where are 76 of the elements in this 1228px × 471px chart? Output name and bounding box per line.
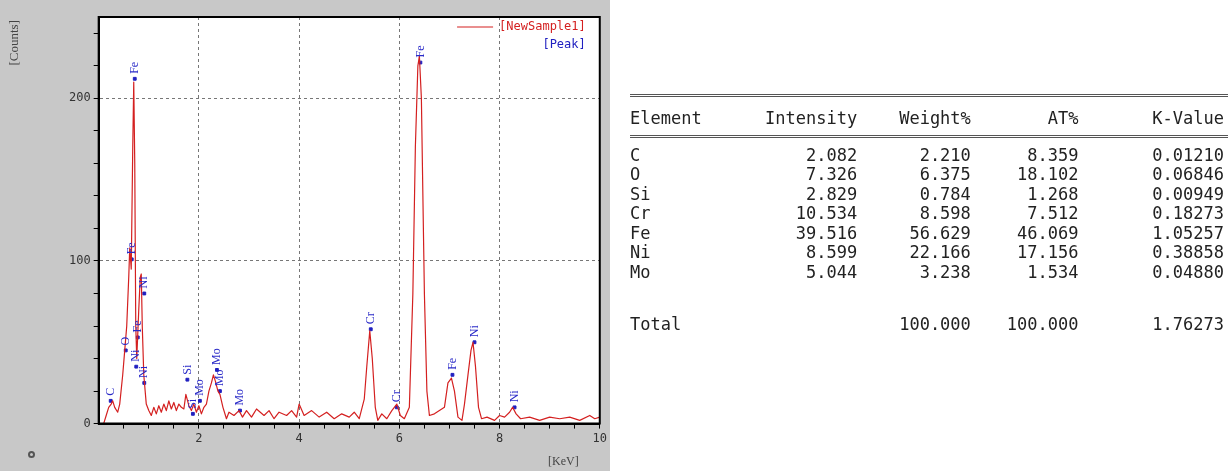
y-tick-label: 200 bbox=[68, 90, 91, 105]
x-tick-label: 4 bbox=[295, 430, 303, 445]
data-label: 7.512 bbox=[1026, 203, 1079, 224]
text: Element bbox=[630, 108, 703, 129]
annotation: Fe bbox=[412, 45, 427, 58]
category-label: C bbox=[630, 144, 642, 165]
data-label: 1.76273 bbox=[1151, 312, 1225, 334]
data-label: 0.18273 bbox=[1151, 203, 1225, 224]
category-label: O bbox=[630, 164, 642, 185]
annotation: Mo bbox=[212, 369, 227, 387]
category-label: Ni bbox=[630, 242, 652, 263]
annotation: Fe bbox=[444, 357, 459, 370]
data-label: 39.516 bbox=[794, 222, 858, 243]
text: K-Value bbox=[1151, 108, 1225, 129]
data-label: 46.069 bbox=[1016, 222, 1079, 243]
category-label: Mo bbox=[630, 261, 652, 282]
data-label: 2.829 bbox=[805, 183, 858, 204]
text: AT% bbox=[1046, 108, 1079, 129]
legend-label: [NewSample1] bbox=[499, 19, 586, 34]
annotation: Cr bbox=[362, 312, 377, 325]
data-label: 2.210 bbox=[918, 144, 971, 165]
data-label: 0.38858 bbox=[1151, 242, 1225, 263]
category-label: Si bbox=[630, 183, 652, 204]
data-label: 10.534 bbox=[794, 203, 858, 224]
data-label: 0.06846 bbox=[1151, 164, 1225, 185]
data-label: 3.238 bbox=[918, 261, 971, 282]
data-label: 8.599 bbox=[805, 242, 858, 263]
data-label: 2.082 bbox=[805, 144, 858, 165]
annotation: Si bbox=[179, 364, 194, 375]
x-tick-label: 10 bbox=[592, 430, 607, 445]
data-label: 6.375 bbox=[918, 164, 971, 185]
annotation: O bbox=[117, 336, 132, 346]
annotation: Mo bbox=[232, 388, 247, 406]
annotation: Fe bbox=[126, 61, 141, 74]
data-label: 22.166 bbox=[908, 242, 971, 263]
category-label: Total bbox=[630, 312, 683, 334]
category-label: Cr bbox=[630, 203, 652, 224]
data-label: 17.156 bbox=[1016, 242, 1079, 263]
data-label: 18.102 bbox=[1016, 164, 1079, 185]
annotation: Mo bbox=[192, 379, 207, 396]
data-label: 0.01210 bbox=[1151, 144, 1225, 165]
annotation: Ni bbox=[506, 389, 521, 403]
data-label: 100.000 bbox=[1005, 312, 1079, 334]
annotation: Fe bbox=[123, 242, 138, 255]
data-label: 1.534 bbox=[1026, 261, 1079, 282]
x-tick-label: 8 bbox=[495, 430, 504, 445]
data-label: 7.326 bbox=[805, 164, 858, 185]
annotation: Fe bbox=[129, 320, 144, 333]
data-label: 56.629 bbox=[908, 222, 971, 243]
annotation: Si bbox=[185, 398, 200, 409]
annotation: Cr bbox=[388, 390, 403, 403]
data-label: 8.598 bbox=[918, 203, 971, 224]
text: Weight% bbox=[898, 108, 971, 129]
annotation: Ni bbox=[128, 349, 143, 362]
annotation: Mo bbox=[209, 348, 224, 365]
annotation: Ni bbox=[136, 365, 151, 378]
data-label: 0.784 bbox=[918, 183, 971, 204]
data-label: 1.268 bbox=[1026, 183, 1079, 204]
x-axis-title: [KeV] bbox=[548, 454, 579, 469]
annotation: Ni bbox=[136, 275, 151, 289]
data-label: 1.05257 bbox=[1151, 222, 1225, 243]
y-tick-label: 100 bbox=[68, 253, 91, 268]
x-tick-label: 6 bbox=[395, 430, 403, 445]
y-axis-title: [Counts] bbox=[6, 20, 22, 66]
text: Intensity bbox=[764, 108, 858, 129]
data-label: 0.04880 bbox=[1151, 261, 1225, 282]
y-tick-label: 0 bbox=[83, 415, 91, 430]
text: [Peak] bbox=[542, 37, 586, 52]
data-label: 0.00949 bbox=[1151, 183, 1225, 204]
annotation: Ni bbox=[466, 324, 481, 338]
category-label: Fe bbox=[630, 222, 652, 243]
x-tick-label: 2 bbox=[195, 430, 203, 445]
data-label: 100.000 bbox=[898, 312, 971, 334]
data-label: 5.044 bbox=[805, 261, 858, 282]
data-label: 8.359 bbox=[1026, 144, 1079, 165]
annotation: C bbox=[102, 387, 117, 396]
